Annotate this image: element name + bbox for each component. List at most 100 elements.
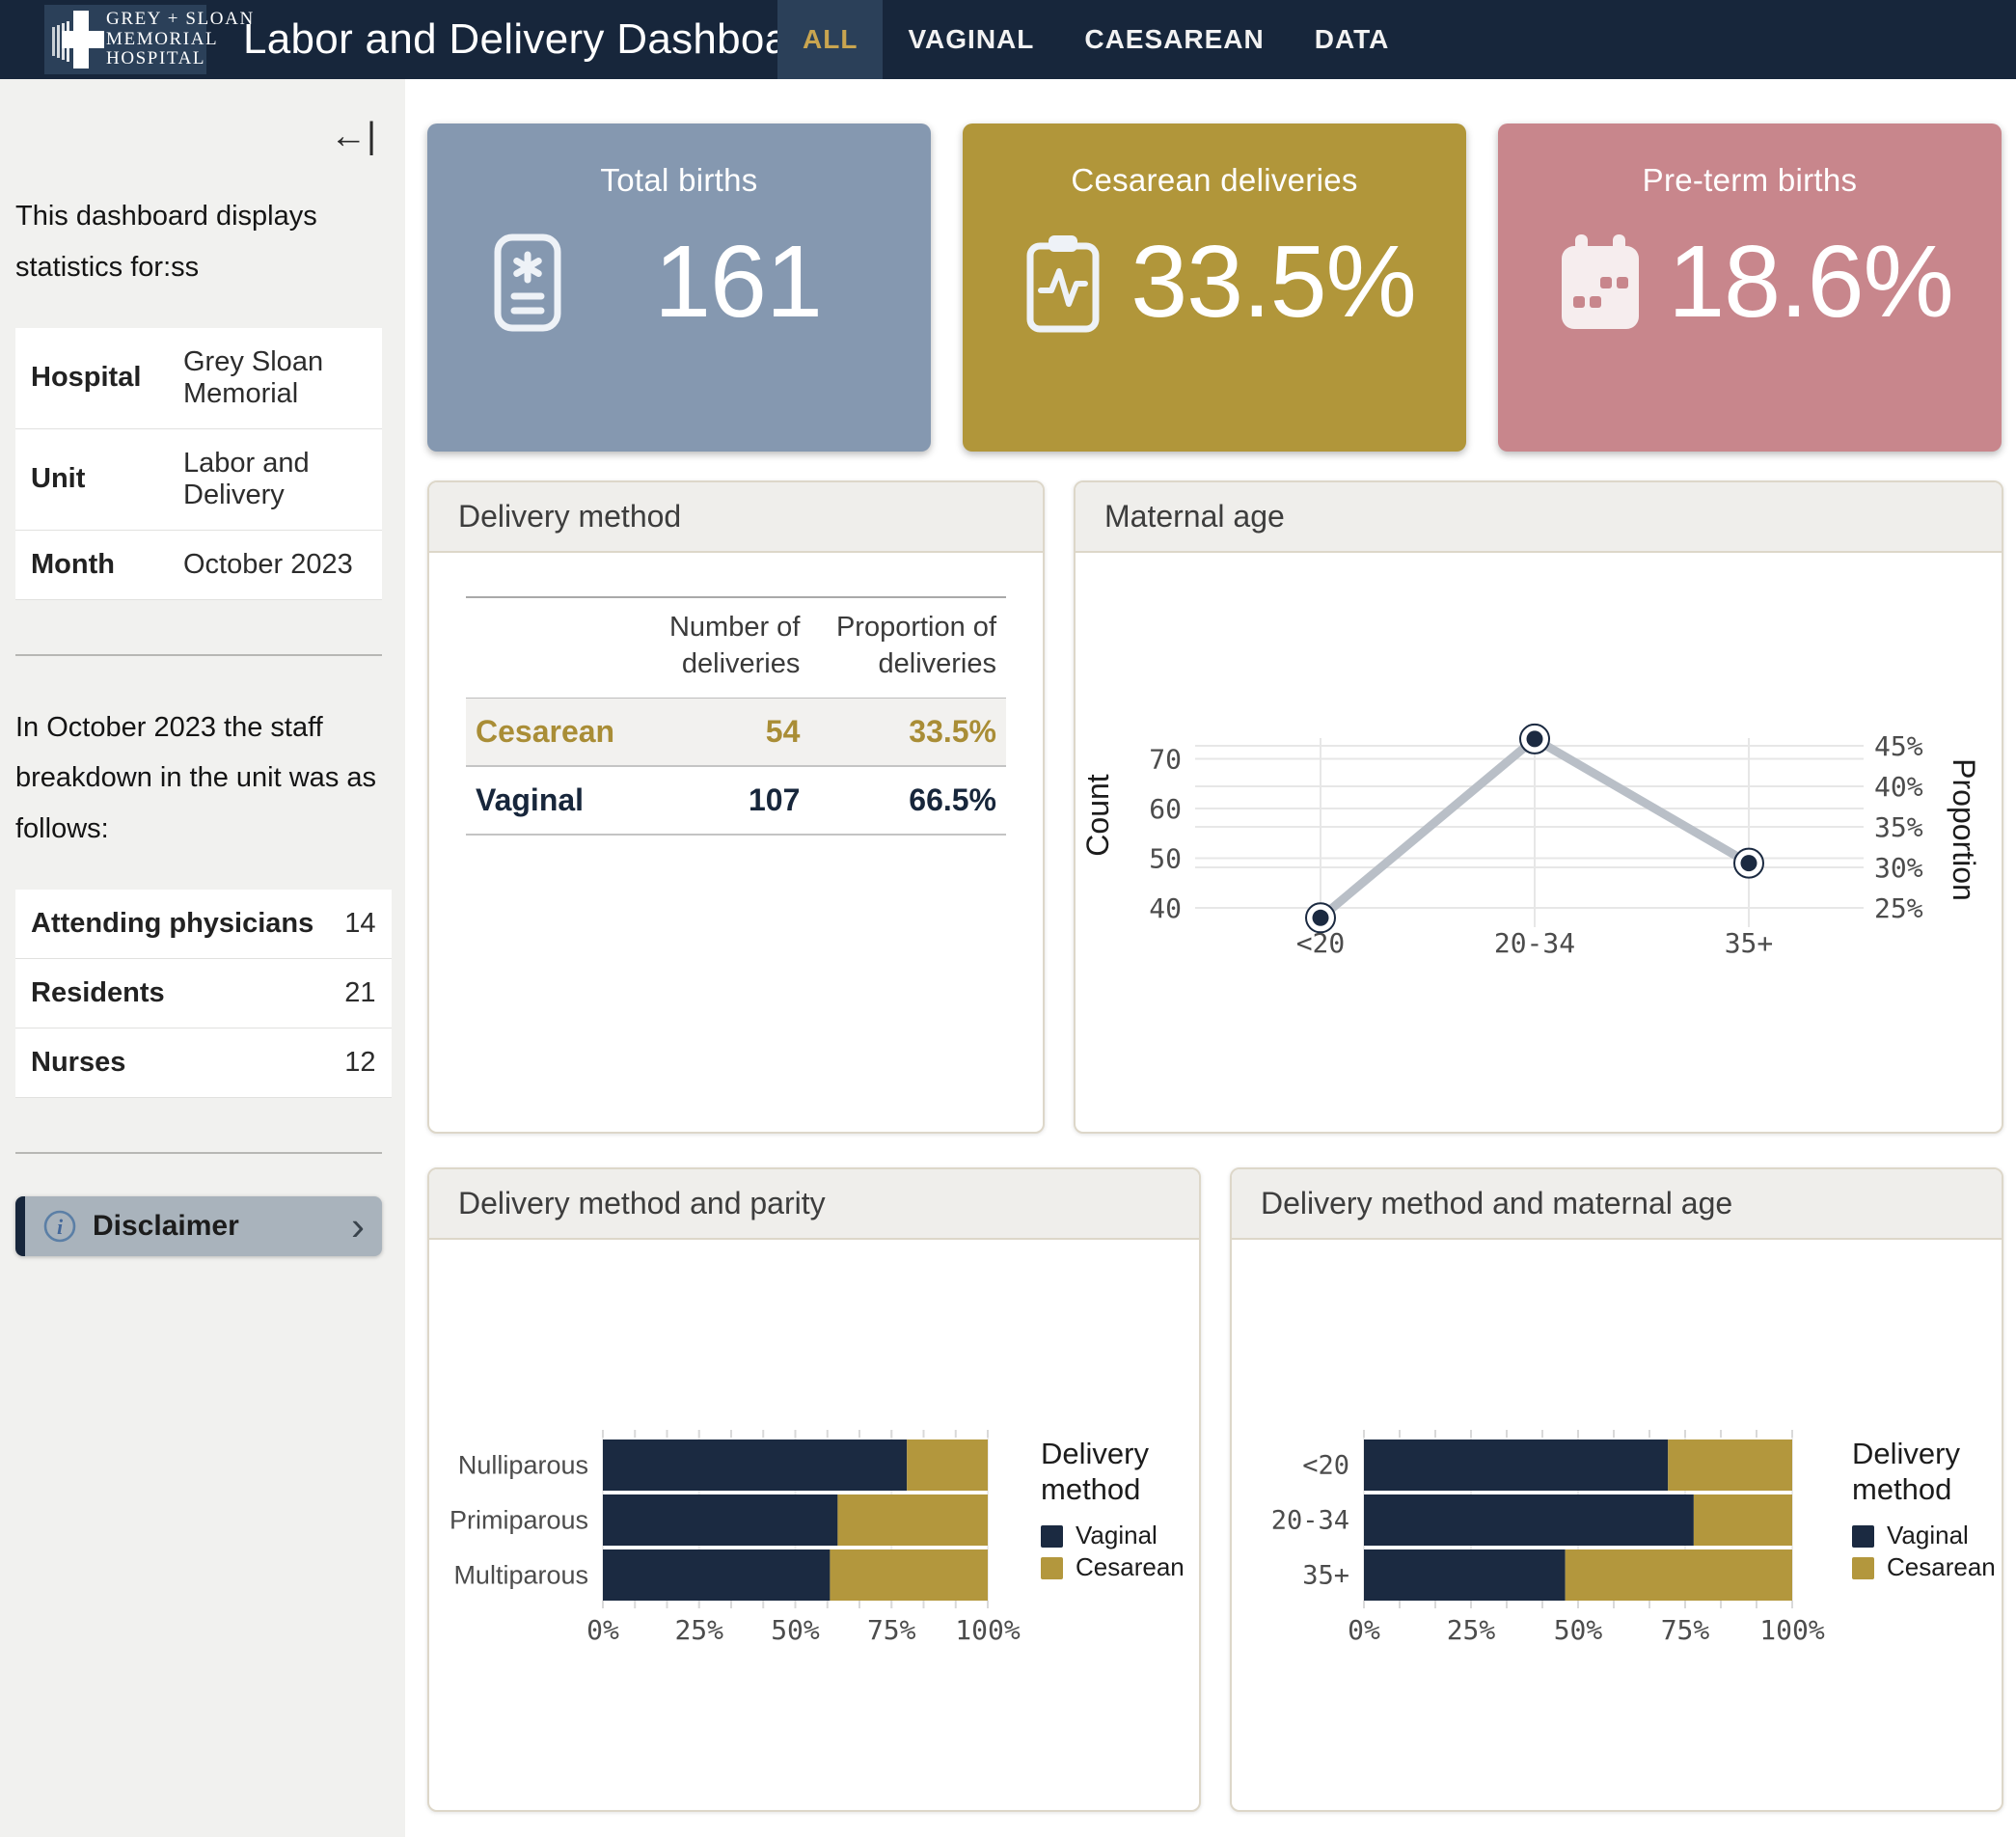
cell-proportion: 66.5% <box>809 766 1006 836</box>
table-row: Residents 21 <box>15 958 392 1028</box>
staff-label: Residents <box>15 958 330 1028</box>
clipboard-pulse-icon <box>1026 234 1100 332</box>
legend-title: method <box>1852 1472 1951 1506</box>
hospital-logo: GREY + SLOAN MEMORIAL HOSPITAL <box>44 5 253 74</box>
data-point <box>1740 855 1757 872</box>
legend-title: method <box>1041 1472 1140 1506</box>
x-axis-tick-label: 75% <box>1661 1614 1710 1646</box>
kpi-row: Total births 161 Cesarean deliveries <box>427 123 2002 452</box>
kpi-preterm-births: Pre-term births 18.6% <box>1498 123 2002 452</box>
staff-label: Nurses <box>15 1028 330 1098</box>
table-row: Attending physicians 14 <box>15 889 392 959</box>
y-axis-tick-label: 70 <box>1149 744 1182 776</box>
x-axis-tick-label: 75% <box>867 1614 916 1646</box>
info-value: Grey Sloan Memorial <box>168 327 382 429</box>
table-row: Nurses 12 <box>15 1028 392 1098</box>
x-axis-tick-label: 25% <box>674 1614 723 1646</box>
x-axis-tick-label: 100% <box>955 1614 1021 1646</box>
kpi-label: Pre-term births <box>1642 162 1858 198</box>
bar-segment-cesarean <box>1565 1549 1792 1601</box>
svg-text:i: i <box>57 1215 64 1239</box>
category-label: 20-34 <box>1271 1506 1349 1536</box>
info-value: October 2023 <box>168 530 382 600</box>
data-point <box>1526 730 1543 748</box>
staff-intro-text: In October 2023 the staff breakdown in t… <box>15 711 376 845</box>
panel-delivery-method: Delivery method Number of deliveries Pro… <box>427 480 1045 1134</box>
cell-proportion: 33.5% <box>809 698 1006 768</box>
panel-title: Delivery method and parity <box>429 1169 1199 1240</box>
bar-segment-vaginal <box>603 1494 838 1546</box>
sidebar-collapse-button[interactable]: ←| <box>330 116 376 156</box>
legend-label: Cesarean <box>1887 1552 1996 1581</box>
y-axis-tick-label: 40 <box>1149 892 1182 924</box>
tab-caesarean[interactable]: CAESAREAN <box>1084 24 1265 54</box>
y-axis-right-tick-label: 40% <box>1874 771 1923 803</box>
x-axis-tick-label: 0% <box>586 1614 619 1646</box>
kpi-label: Total births <box>600 162 758 198</box>
bar-segment-vaginal <box>1364 1439 1669 1491</box>
sidebar-divider <box>15 1151 382 1154</box>
x-axis-tick-label: 35+ <box>1725 927 1774 959</box>
bar-segment-vaginal <box>1364 1549 1566 1601</box>
legend-title: Delivery <box>1041 1437 1149 1470</box>
kpi-total-births: Total births 161 <box>427 123 931 452</box>
sidebar-divider <box>15 653 382 656</box>
kpi-value: 161 <box>654 225 823 339</box>
staff-count: 21 <box>329 958 392 1028</box>
column-header <box>466 596 630 699</box>
x-axis-tick-label: 20-34 <box>1494 927 1575 959</box>
kpi-value: 33.5% <box>1131 225 1417 339</box>
x-axis-tick-label: 100% <box>1759 1614 1825 1646</box>
row-label: Vaginal <box>466 766 630 836</box>
y-axis-right-tick-label: 35% <box>1874 811 1923 843</box>
panel-title: Maternal age <box>1076 482 2002 553</box>
panel-title: Delivery method and maternal age <box>1232 1169 2002 1240</box>
kpi-value: 18.6% <box>1668 225 1954 339</box>
info-icon: i <box>43 1210 76 1243</box>
kpi-cesarean-deliveries: Cesarean deliveries 33.5% <box>963 123 1466 452</box>
disclaimer-button[interactable]: i Disclaimer › <box>15 1195 382 1256</box>
row-label: Cesarean <box>466 698 630 768</box>
bar-segment-vaginal <box>603 1549 831 1601</box>
bar-segment-cesarean <box>830 1549 988 1601</box>
legend-swatch <box>1852 1525 1874 1548</box>
delivery-method-table: Number of deliveries Proportion of deliv… <box>466 596 1006 836</box>
info-label: Hospital <box>15 327 168 429</box>
hospital-logo-text: GREY + SLOAN MEMORIAL HOSPITAL <box>106 10 255 69</box>
bar-segment-cesarean <box>1668 1439 1792 1491</box>
cell-number: 54 <box>630 698 810 768</box>
report-icon <box>494 233 561 331</box>
table-row: Unit Labor and Delivery <box>15 428 382 531</box>
bar-segment-vaginal <box>1364 1494 1694 1546</box>
tab-vaginal[interactable]: VAGINAL <box>908 24 1035 54</box>
legend-label: Cesarean <box>1076 1552 1185 1581</box>
maternal-age-stacked-bar-chart: <20 20-34 35+ 0% 25% 50% 75% 100% Deliverymethod… <box>1271 1430 1996 1646</box>
table-row-vaginal: Vaginal 107 66.5% <box>466 766 1006 836</box>
column-header: Number of deliveries <box>630 596 810 699</box>
tab-data[interactable]: DATA <box>1314 24 1390 54</box>
logo-line-1: GREY + SLOAN <box>106 9 255 30</box>
x-axis-tick-label: 25% <box>1447 1614 1496 1646</box>
x-axis-tick-label: 50% <box>1554 1614 1603 1646</box>
column-header: Proportion of deliveries <box>809 596 1006 699</box>
table-row: Month October 2023 <box>15 530 382 600</box>
staff-count: 14 <box>329 889 392 959</box>
tab-all[interactable]: ALL <box>777 0 884 79</box>
legend-title: Delivery <box>1852 1437 1960 1470</box>
cell-number: 107 <box>630 766 810 836</box>
legend-label: Vaginal <box>1076 1521 1158 1549</box>
hospital-cross-icon <box>52 11 104 69</box>
bar-segment-cesarean <box>907 1439 988 1491</box>
panel-delivery-maternal-age: Delivery method and maternal age <20 20-3… <box>1230 1167 2003 1812</box>
sidebar: ←| This dashboard displays statistics fo… <box>0 79 405 1837</box>
x-axis-tick-label: 50% <box>771 1614 820 1646</box>
category-label: Primiparous <box>450 1506 588 1535</box>
staff-label: Attending physicians <box>15 889 330 959</box>
chevron-right-icon: › <box>351 1202 365 1248</box>
y-axis-label: Count <box>1080 774 1115 857</box>
panel-maternal-age: Maternal age 40 50 60 70 25% 30% 35% 40% 45% <20 2… <box>1074 480 2003 1134</box>
data-point <box>1312 909 1329 926</box>
y-axis-right-label: Proportion <box>1947 758 1981 901</box>
calendar-icon <box>1562 233 1639 329</box>
